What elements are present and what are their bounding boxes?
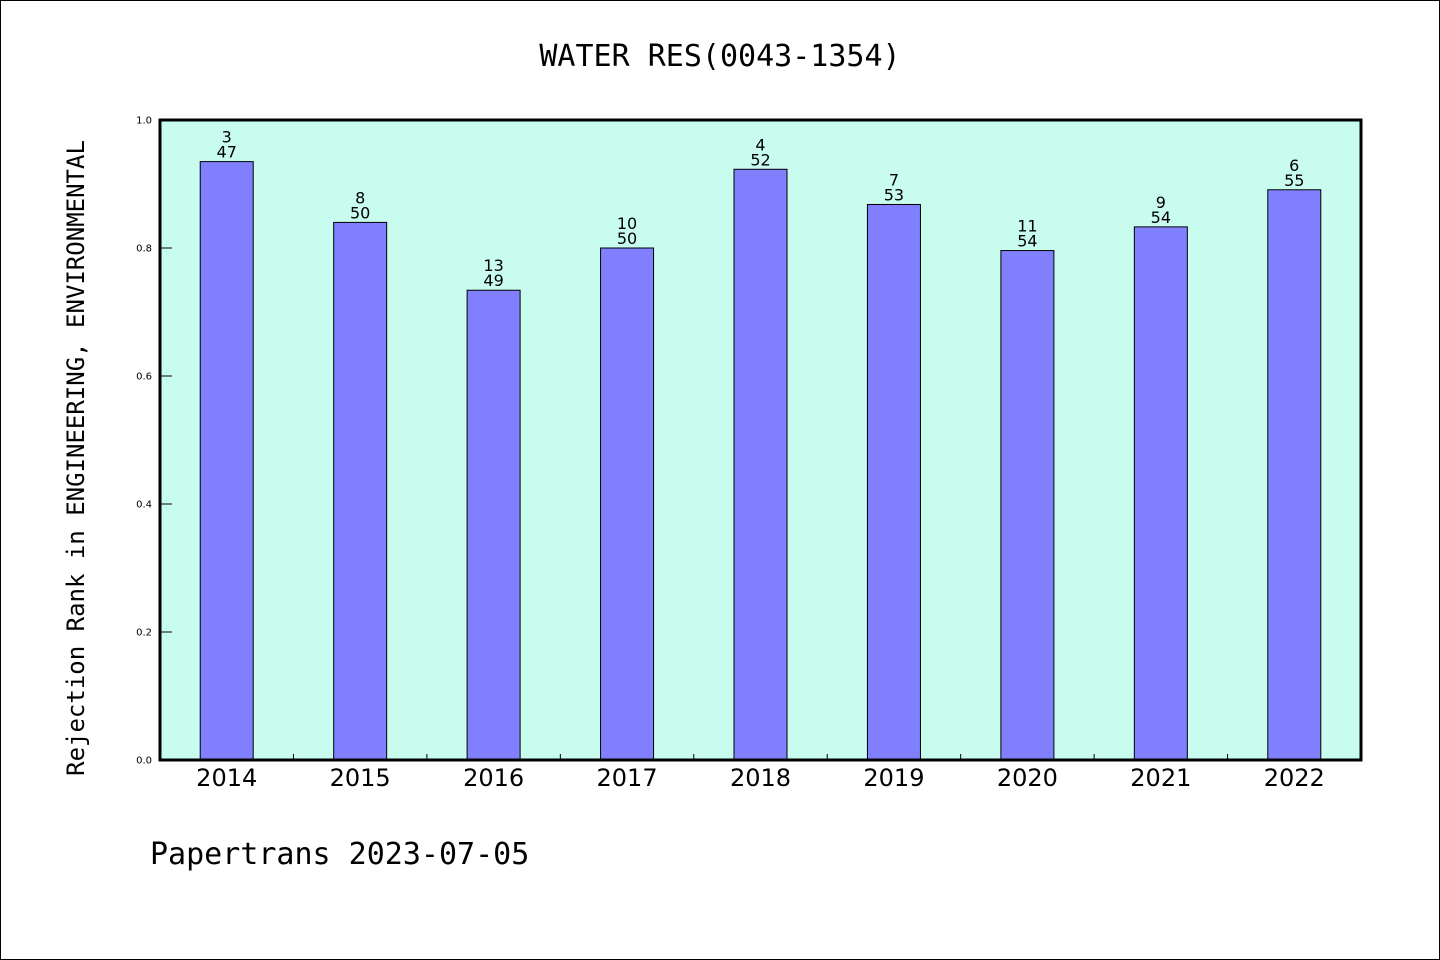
data-label-total: 49 [483, 271, 503, 290]
y-axis-label: Rejection Rank in ENGINEERING, ENVIRONME… [62, 140, 90, 776]
bar [866, 203, 921, 761]
data-label-rank: 6 [1289, 156, 1299, 175]
data-label-total: 47 [217, 143, 237, 162]
data-label-total: 50 [350, 203, 370, 222]
data-label-rank: 8 [355, 188, 365, 207]
data-label-total: 54 [1151, 208, 1171, 227]
x-axis: 2014 2015 2016 2017 2018 2019 2020 2021 2022 [196, 754, 1325, 792]
x-tick-label: 2022 [1264, 764, 1325, 792]
data-label-rank: 13 [483, 256, 503, 275]
x-tick-label: 2016 [463, 764, 524, 792]
bar [333, 221, 388, 761]
x-tick-label: 2020 [997, 764, 1058, 792]
bar [1267, 189, 1322, 761]
data-label-rank: 10 [617, 214, 637, 233]
x-tick-label: 2014 [196, 764, 257, 792]
x-tick-label: 2018 [730, 764, 791, 792]
y-tick-label: 0.4 [136, 500, 152, 511]
data-label-total: 54 [1017, 232, 1037, 251]
bar [199, 161, 254, 761]
data-label-rank: 9 [1156, 193, 1166, 212]
bar [733, 168, 788, 761]
data-label-rank: 11 [1017, 217, 1037, 236]
x-tick-label: 2017 [597, 764, 658, 792]
x-tick-label: 2019 [863, 764, 924, 792]
data-label-rank: 7 [889, 170, 899, 189]
footer-text: Papertrans 2023-07-05 [150, 837, 529, 872]
bar [600, 247, 655, 761]
bar [1133, 226, 1188, 761]
x-tick-label: 2015 [330, 764, 391, 792]
data-label-rank: 4 [755, 135, 765, 154]
data-label-total: 55 [1284, 171, 1304, 190]
bar [466, 289, 521, 761]
data-label-total: 50 [617, 229, 637, 248]
y-tick-label: 0.0 [136, 756, 152, 767]
chart-title: WATER RES(0043-1354) [539, 39, 900, 74]
data-label-rank: 3 [222, 128, 232, 147]
bar [1000, 250, 1055, 761]
plot-border [158, 118, 1363, 762]
data-label-total: 52 [750, 150, 770, 169]
data-label-total: 53 [884, 185, 904, 204]
x-tick-label: 2021 [1130, 764, 1191, 792]
y-tick-label: 0.6 [136, 372, 152, 383]
y-tick-label: 0.2 [136, 628, 152, 639]
y-tick-label: 1.0 [136, 116, 152, 127]
y-tick-label: 0.8 [136, 244, 152, 255]
